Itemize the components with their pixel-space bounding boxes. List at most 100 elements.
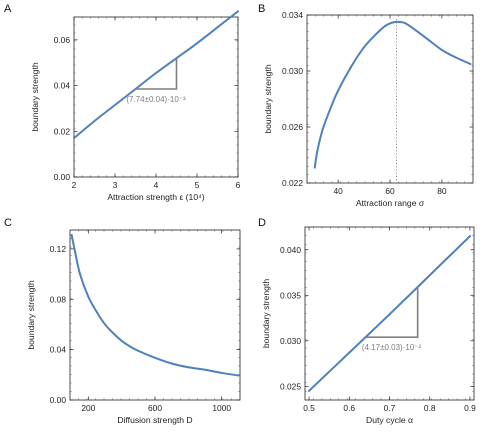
- x-tick-label: 0.6: [343, 403, 355, 413]
- plot-frame: [306, 14, 474, 184]
- y-axis-label: boundary strength: [261, 279, 271, 348]
- y-tick-label: 0.030: [282, 66, 303, 76]
- x-tick-label: 3: [113, 180, 118, 190]
- x-tick-label: 2: [72, 180, 77, 190]
- data-point: [70, 234, 73, 236]
- data-point: [120, 339, 123, 342]
- y-tick-label: 0.034: [282, 10, 303, 20]
- plot-frame: [69, 229, 241, 401]
- x-tick-label: 600: [148, 403, 162, 413]
- data-point: [112, 332, 115, 335]
- data-point: [383, 25, 386, 28]
- data-point: [196, 42, 198, 45]
- data-point: [469, 235, 471, 238]
- x-tick-label: 0.5: [303, 403, 315, 413]
- data-point: [399, 21, 402, 23]
- data-point: [308, 389, 310, 392]
- data-point: [216, 26, 219, 29]
- panel-d: D 0.5 0.6 0.7 0.8 0.9 0.025 0.030 0.035 0.040 Duty…: [258, 217, 476, 425]
- x-tick-label: 4: [154, 180, 159, 190]
- data-point: [321, 128, 324, 131]
- data-point: [428, 39, 430, 42]
- data-point: [137, 349, 140, 352]
- y-axis-label: boundary strength: [26, 280, 36, 349]
- x-tick-label: 0.8: [424, 403, 436, 413]
- x-tick-label: 0.9: [464, 403, 476, 413]
- data-point: [329, 107, 332, 110]
- data-point: [104, 323, 106, 326]
- x-axis-label: Attraction range σ: [356, 198, 425, 208]
- y-axis-label: boundary strength: [30, 62, 40, 131]
- data-point: [93, 120, 96, 122]
- data-point: [428, 274, 431, 277]
- x-tick-label: 60: [385, 186, 395, 196]
- x-tick-label: 6: [236, 180, 241, 190]
- y-tick-label: 0.030: [280, 336, 301, 346]
- data-point: [313, 166, 316, 169]
- data-point: [220, 372, 223, 374]
- data-point: [237, 10, 239, 13]
- y-tick-label: 0.035: [280, 290, 301, 300]
- data-point: [114, 104, 116, 106]
- data-point: [348, 351, 351, 354]
- data-point: [404, 22, 407, 25]
- panel-a: A 2 3 4 5 6 0.00 0.02 0.04 0.06 Attraction strengt…: [4, 3, 241, 202]
- y-tick-label: 0.040: [280, 245, 301, 255]
- slope-triangle: [365, 287, 419, 338]
- data-point: [154, 356, 156, 359]
- data-point: [155, 72, 157, 74]
- x-tick-label: 1000: [212, 403, 231, 413]
- series-line: [313, 20, 472, 169]
- data-point: [74, 250, 76, 253]
- data-point: [73, 137, 75, 140]
- y-tick-label: 0.022: [282, 178, 303, 188]
- data-point: [388, 313, 391, 316]
- y-tick-label: 0.06: [54, 35, 71, 45]
- slope-annotation: (4.17±0.03)·10⁻²: [362, 343, 422, 352]
- data-point: [394, 21, 397, 23]
- x-axis-label: Duty cycle α: [366, 415, 413, 425]
- y-tick-label: 0.04: [50, 345, 67, 355]
- data-point: [187, 366, 190, 369]
- data-point: [415, 29, 417, 32]
- x-axis-label: Diffusion strength D: [117, 415, 192, 425]
- data-point: [363, 46, 365, 49]
- data-point: [453, 56, 456, 58]
- panel-label-a: A: [4, 3, 12, 15]
- x-tick-label: 80: [437, 186, 447, 196]
- y-tick-label: 0.026: [282, 122, 303, 132]
- slope-annotation: (7.74±0.04)·10⁻³: [126, 95, 186, 104]
- series-line: [73, 10, 239, 140]
- x-tick-label: 200: [81, 403, 95, 413]
- data-point: [95, 310, 98, 313]
- series-line: [308, 235, 471, 392]
- data-point: [79, 273, 81, 275]
- data-point: [376, 32, 378, 35]
- slope-triangle: [135, 58, 178, 90]
- y-tick-label: 0.025: [280, 381, 301, 391]
- y-tick-label: 0.12: [50, 244, 67, 254]
- y-tick-label: 0.04: [54, 81, 71, 91]
- data-point: [87, 295, 90, 298]
- panel-c: C 200 600 1000 0.00 0.04 0.08 0.12 Diffusion str…: [4, 217, 241, 425]
- panel-label-c: C: [4, 217, 12, 229]
- data-point: [204, 368, 206, 371]
- x-tick-label: 40: [333, 186, 343, 196]
- data-point: [129, 345, 131, 348]
- y-tick-label: 0.08: [50, 294, 67, 304]
- x-axis-label: Attraction strength ε (10⁴): [107, 192, 204, 202]
- data-point: [316, 149, 319, 152]
- panel-label-d: D: [258, 217, 266, 229]
- panel-b: B 40 60 80 0.022 0.026 0.030 0.034 Attraction ra…: [258, 3, 474, 208]
- y-axis-label: boundary strength: [263, 64, 273, 133]
- y-tick-label: 0.00: [50, 395, 67, 405]
- data-point: [469, 63, 472, 65]
- x-tick-label: 0.7: [384, 403, 396, 413]
- y-tick-label: 0.00: [54, 172, 71, 182]
- data-point: [350, 65, 352, 68]
- data-point: [237, 374, 240, 377]
- panel-label-b: B: [258, 3, 265, 15]
- data-point: [440, 49, 443, 51]
- series-line: [70, 234, 240, 377]
